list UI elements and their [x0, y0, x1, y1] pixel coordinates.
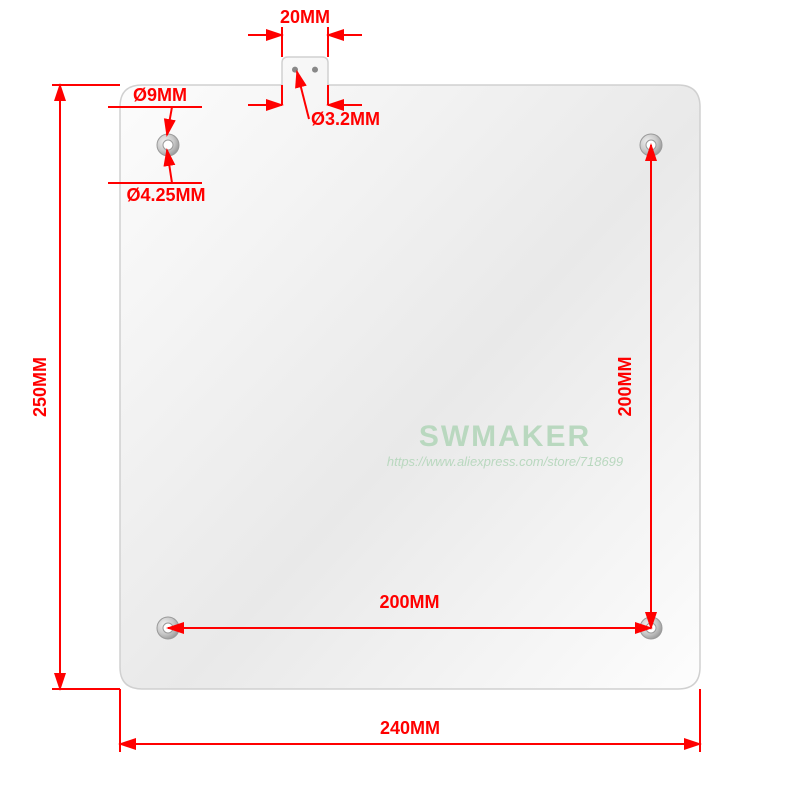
- svg-text:20MM: 20MM: [280, 7, 330, 27]
- svg-text:250MM: 250MM: [30, 357, 50, 417]
- svg-text:240MM: 240MM: [380, 718, 440, 738]
- svg-text:200MM: 200MM: [615, 356, 635, 416]
- svg-text:Ø4.25MM: Ø4.25MM: [126, 185, 205, 205]
- watermark: SWMAKER https://www.aliexpress.com/store…: [387, 420, 623, 469]
- technical-drawing: SWMAKER https://www.aliexpress.com/store…: [0, 0, 800, 800]
- watermark-url: https://www.aliexpress.com/store/718699: [387, 454, 623, 469]
- svg-text:Ø9MM: Ø9MM: [133, 85, 187, 105]
- svg-text:Ø3.2MM: Ø3.2MM: [311, 109, 380, 129]
- svg-text:200MM: 200MM: [379, 592, 439, 612]
- watermark-title: SWMAKER: [419, 420, 591, 453]
